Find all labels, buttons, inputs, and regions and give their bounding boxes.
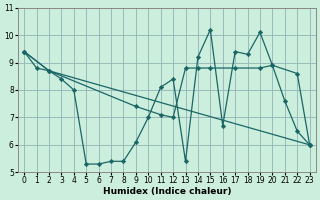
X-axis label: Humidex (Indice chaleur): Humidex (Indice chaleur) xyxy=(103,187,231,196)
